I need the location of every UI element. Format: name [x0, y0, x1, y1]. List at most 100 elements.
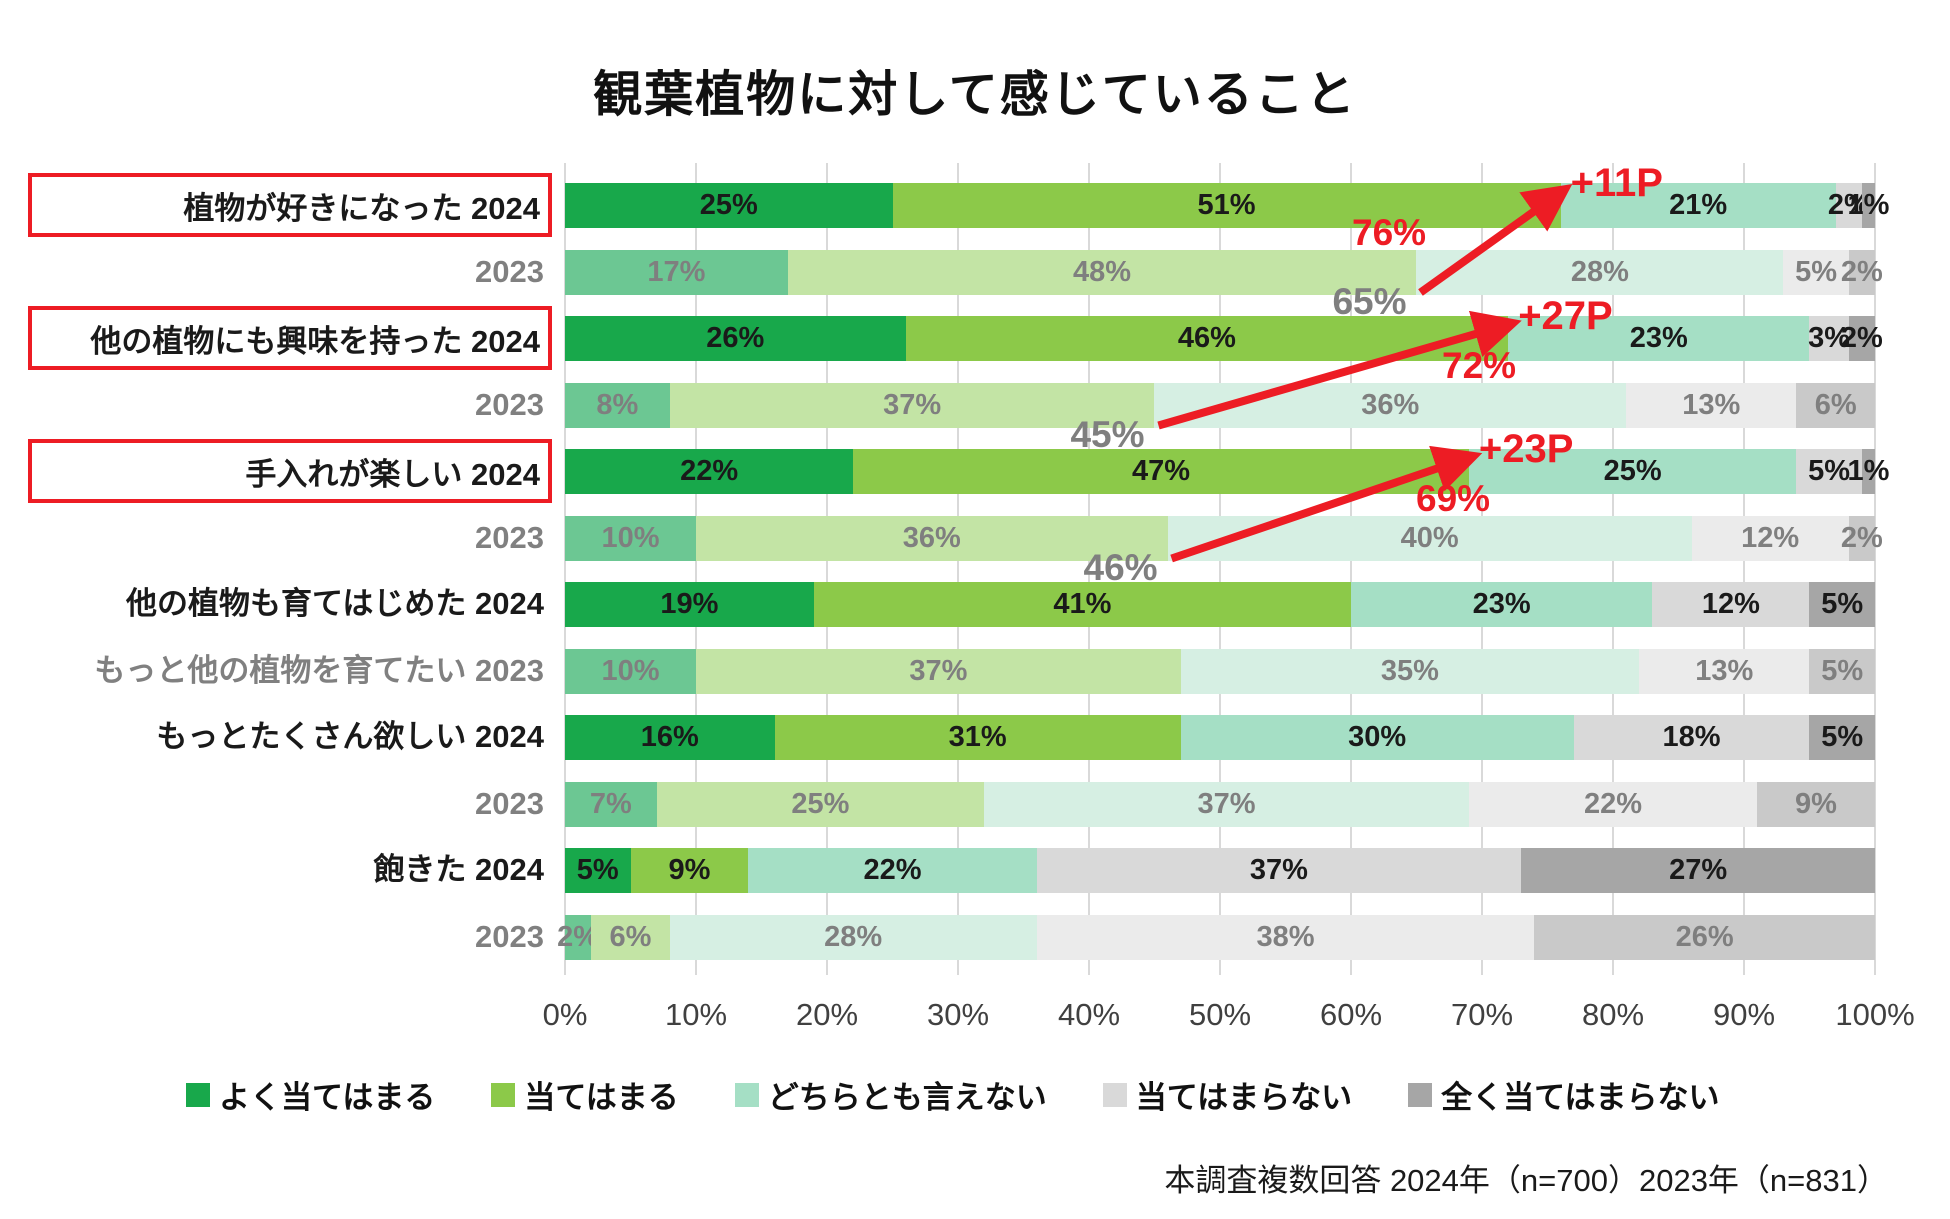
legend-label: 当てはまる [524, 1080, 679, 1115]
segment-label: 5% [1821, 721, 1864, 753]
legend-item: どちらとも言えない [734, 1072, 1047, 1117]
row-label: 2023 [475, 785, 544, 821]
segment-label: 9% [1795, 787, 1837, 820]
segment-label: 25% [791, 787, 850, 820]
gridline [564, 163, 566, 975]
bar-segment: 36% [696, 515, 1168, 561]
bar-row: 2% 6% 28% 38% 26% [557, 914, 1875, 960]
bar-segment: 37% [696, 648, 1181, 694]
segment-label: 10% [601, 521, 660, 554]
segment-label: 25% [699, 189, 758, 221]
segment-label: 1% [1847, 455, 1890, 487]
segment-label: 51% [1197, 189, 1256, 221]
annotation-delta-label: +27P [1518, 294, 1613, 338]
segment-label: 5% [1808, 455, 1851, 487]
axis-tick-label: 60% [1319, 997, 1383, 1032]
bar-segment: 22% [1468, 781, 1758, 827]
legend-item: 全く当てはまらない [1408, 1072, 1720, 1117]
gridline [1481, 163, 1483, 975]
bar-row: 8% 37% 36% 13% 6% [565, 382, 1875, 428]
legend-label: よく当てはまる [219, 1080, 436, 1115]
bar-segment: 25% [565, 183, 893, 228]
bar-segment: 5% [1796, 449, 1862, 494]
axis-tick-label: 10% [664, 997, 728, 1032]
axis-tick-label: 0% [542, 997, 588, 1032]
bar-row: 22% 47% 25% 5% 1% [565, 449, 1889, 494]
gridline [1088, 163, 1090, 975]
segment-label: 27% [1669, 854, 1728, 886]
bar-row: 17% 48% 28% 5% 2% [565, 249, 1883, 295]
legend-swatch [1102, 1082, 1127, 1107]
axis-tick-label: 40% [1057, 997, 1121, 1032]
legend-swatch [186, 1082, 210, 1107]
bar-segment: 2% [1841, 316, 1883, 361]
bar-segment: 12% [1691, 515, 1849, 561]
bar-segment: 51% [892, 183, 1561, 228]
bar-row: 19% 41% 23% 12% 5% [565, 582, 1875, 627]
bar-segment: 25% [1468, 449, 1797, 494]
bar-segment: 10% [565, 515, 696, 561]
segment-label: 28% [1570, 255, 1629, 288]
bar-segment: 19% [565, 582, 814, 627]
bar-segment: 3% [1808, 316, 1850, 361]
bar-segment: 8% [565, 382, 670, 428]
row-label: 2023 [475, 918, 544, 954]
gridline [695, 163, 697, 975]
chart-title: 観葉植物に対して感じていること [593, 68, 1357, 122]
bar-segment: 5% [1809, 648, 1875, 694]
bar-segment: 6% [1796, 382, 1875, 428]
bar-segment: 30% [1180, 715, 1574, 760]
annotation-delta-label: +11P [1570, 161, 1663, 205]
bar-segment: 2% [1841, 515, 1883, 561]
legend-label: どちらとも言えない [767, 1080, 1047, 1115]
bar-segment: 37% [669, 382, 1155, 428]
row-label: 飽きた 2024 [373, 852, 544, 887]
bar-segment: 37% [1036, 848, 1522, 893]
bar-segment: 22% [565, 449, 854, 494]
annotation-total-2023: 65% [1332, 280, 1407, 322]
segment-label: 21% [1669, 189, 1728, 221]
segment-label: 23% [1472, 588, 1531, 620]
segment-label: 36% [1361, 388, 1420, 421]
axis-tick-label: 30% [926, 997, 990, 1032]
segment-label: 37% [883, 388, 942, 421]
segment-label: 22% [680, 455, 739, 487]
segment-label: 26% [1675, 920, 1734, 953]
bar-segment: 31% [774, 715, 1181, 760]
bar-segment: 2% [557, 914, 599, 960]
segment-label: 16% [640, 721, 699, 753]
segment-label: 5% [576, 854, 619, 886]
legend-item: 当てはまる [491, 1072, 679, 1117]
segment-label: 9% [668, 854, 711, 886]
gridline [1350, 163, 1352, 975]
segment-label: 5% [1821, 654, 1864, 687]
annotation-delta-label: +23P [1478, 427, 1574, 471]
bar-segment: 38% [1036, 914, 1535, 960]
row-label: 2023 [475, 386, 544, 422]
bar-segment: 6% [591, 914, 670, 960]
segment-label: 22% [1583, 787, 1642, 820]
bar-segment: 13% [1626, 382, 1797, 428]
bar-row: 25% 51% 21% 2% 1% [565, 183, 1889, 228]
row-label: 2023 [475, 253, 544, 289]
axis-tick-label: 80% [1581, 997, 1645, 1032]
gridline [1874, 163, 1876, 975]
segment-label: 6% [1814, 388, 1857, 421]
legend-item: 当てはまらない [1102, 1072, 1353, 1117]
segment-label: 2% [1840, 521, 1883, 554]
bar-segment: 5% [565, 848, 631, 893]
segment-label: 38% [1256, 920, 1315, 953]
bar-segment: 36% [1154, 382, 1627, 428]
row-label: 他の植物にも興味を持った 2024 [28, 306, 552, 370]
axis-tick-label: 50% [1188, 997, 1252, 1032]
gridline [1219, 163, 1221, 975]
row-label: 植物が好きになった 2024 [28, 173, 552, 237]
segment-label: 25% [1603, 455, 1662, 487]
legend-label: 当てはまらない [1135, 1080, 1353, 1115]
bar-segment: 1% [1847, 183, 1889, 228]
bar-row: 16% 31% 30% 18% 5% [565, 715, 1875, 760]
legend: よく当てはまる 当てはまる どちらとも言えない 当てはまらない 全く当てはまらない [186, 1072, 1720, 1117]
segment-label: 13% [1695, 654, 1754, 687]
bar-segment: 40% [1167, 515, 1692, 561]
bar-segment: 9% [630, 848, 749, 893]
